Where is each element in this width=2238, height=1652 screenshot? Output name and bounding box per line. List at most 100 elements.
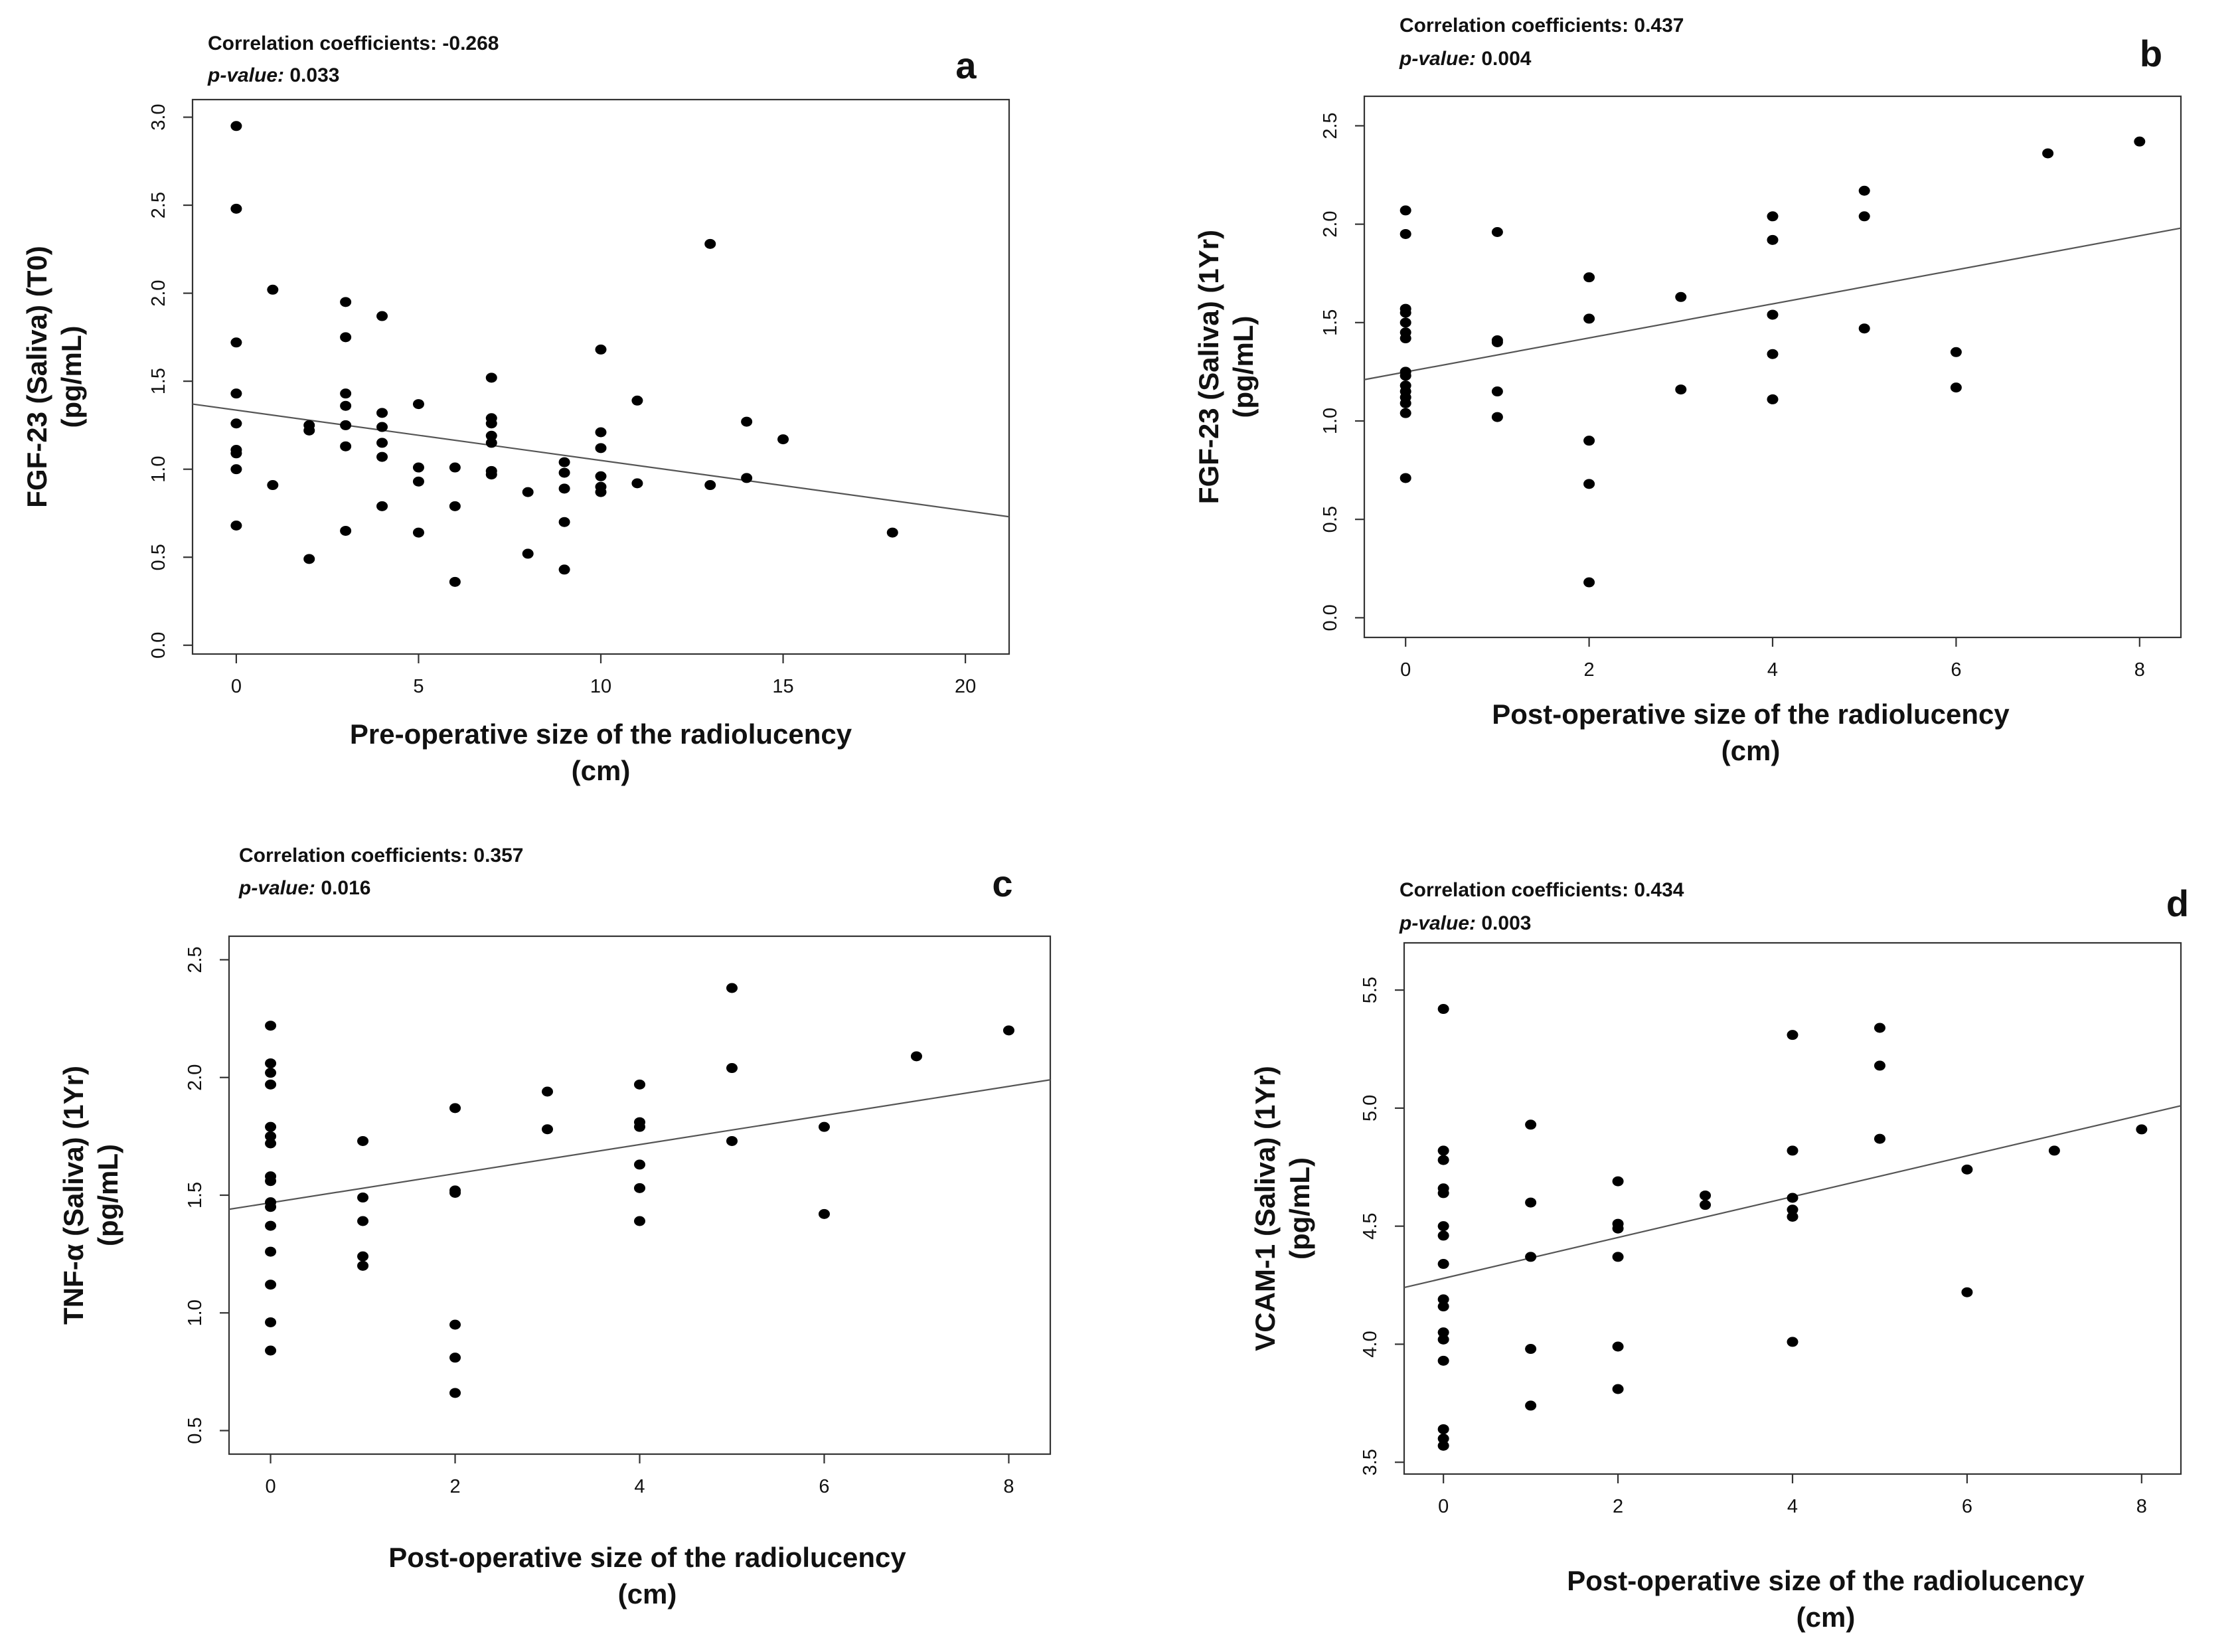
data-point [1787,1145,1798,1156]
data-point [1787,1211,1798,1222]
data-point [449,501,461,511]
data-point [595,471,607,481]
data-point [1700,1200,1712,1210]
y-tick-label: 1.0 [148,456,169,483]
data-point [1612,1252,1624,1262]
y-tick-label: 2.0 [1320,210,1341,237]
p-value-value: 0.033 [289,64,339,86]
data-point [1874,1133,1885,1144]
regression-line [228,1079,1051,1210]
y-tick-label: 2.0 [148,280,169,306]
data-point [340,297,352,307]
y-tick-label: 0.5 [185,1417,206,1444]
data-point [265,1280,277,1290]
data-point [1399,333,1411,344]
data-point [634,1079,645,1090]
data-point [265,1021,277,1031]
data-point [1437,1188,1449,1198]
data-point [1787,1337,1798,1347]
data-point [449,462,461,473]
data-point [376,408,388,418]
data-point [1583,479,1595,489]
data-point [1612,1341,1624,1352]
data-point [265,1131,277,1141]
x-tick-label: 8 [2136,1496,2147,1517]
data-point [357,1216,369,1226]
data-point [1491,412,1503,422]
data-point [485,372,497,383]
data-point [265,1079,277,1090]
data-point [1767,394,1779,404]
correlation-text: Correlation coefficients: 0.434 [1399,879,1684,901]
data-point [522,487,534,497]
data-point [485,438,497,448]
data-point [1399,317,1411,328]
data-point [595,427,607,438]
y-tick-label: 1.5 [1320,309,1341,336]
x-tick-label: 6 [1962,1496,1972,1517]
data-point [412,399,424,410]
data-point [376,452,388,462]
y-tick-label: 1.0 [185,1299,206,1326]
x-tick-label: 5 [413,676,424,697]
data-point [267,284,279,295]
data-point [357,1135,369,1146]
data-point [1767,309,1779,320]
correlation-label: Correlation coefficients: [208,33,442,54]
data-point [357,1260,369,1271]
data-point [2048,1145,2060,1156]
data-point [265,1176,277,1187]
data-point [1399,408,1411,418]
x-tick-label: 0 [265,1476,276,1497]
data-point [1525,1119,1537,1130]
x-tick-label: 2 [1584,659,1595,681]
data-point [1437,1355,1449,1366]
y-axis-label: VCAM-1 (Saliva) (1Yr) [1249,1066,1281,1351]
data-point [2136,1124,2148,1135]
data-point [1002,1025,1014,1036]
data-point [340,332,352,343]
data-point [230,203,242,214]
data-point [726,1135,738,1146]
data-point [1675,291,1687,302]
data-point [1491,226,1503,237]
y-tick-label: 4.5 [1360,1213,1381,1240]
x-axis-unit: (cm) [618,1578,677,1610]
data-point [1961,1287,1973,1297]
data-point [726,983,738,993]
data-point [340,420,352,430]
p-value-value: 0.004 [1481,48,1531,70]
p-value-value: 0.016 [321,877,370,899]
x-tick-label: 15 [772,676,793,697]
data-point [1767,349,1779,359]
y-tick-label: 3.5 [1360,1449,1381,1475]
data-point [1858,185,1870,196]
data-point [910,1051,922,1062]
data-point [340,388,352,399]
correlation-value: 0.434 [1634,879,1684,901]
y-tick-label: 2.5 [185,946,206,973]
data-point [1612,1176,1624,1187]
correlation-value: 0.357 [473,845,523,867]
y-tick-label: 2.5 [1320,112,1341,139]
data-point [558,517,570,527]
p-value-label: p-value: [238,877,321,899]
data-point [449,1103,461,1114]
panel-letter: d [2166,882,2189,924]
data-point [230,337,242,348]
data-point [777,434,789,445]
data-point [265,1317,277,1327]
data-point [634,1121,645,1132]
data-point [230,418,242,429]
correlation-label: Correlation coefficients: [1399,879,1634,901]
data-point [340,441,352,452]
data-point [485,430,497,441]
data-point [631,478,643,489]
y-tick-label: 2.5 [148,192,169,218]
data-point [1437,1440,1449,1451]
data-point [230,388,242,399]
data-point [1767,234,1779,245]
data-point [1583,577,1595,588]
data-point [1858,323,1870,334]
data-point [558,564,570,575]
